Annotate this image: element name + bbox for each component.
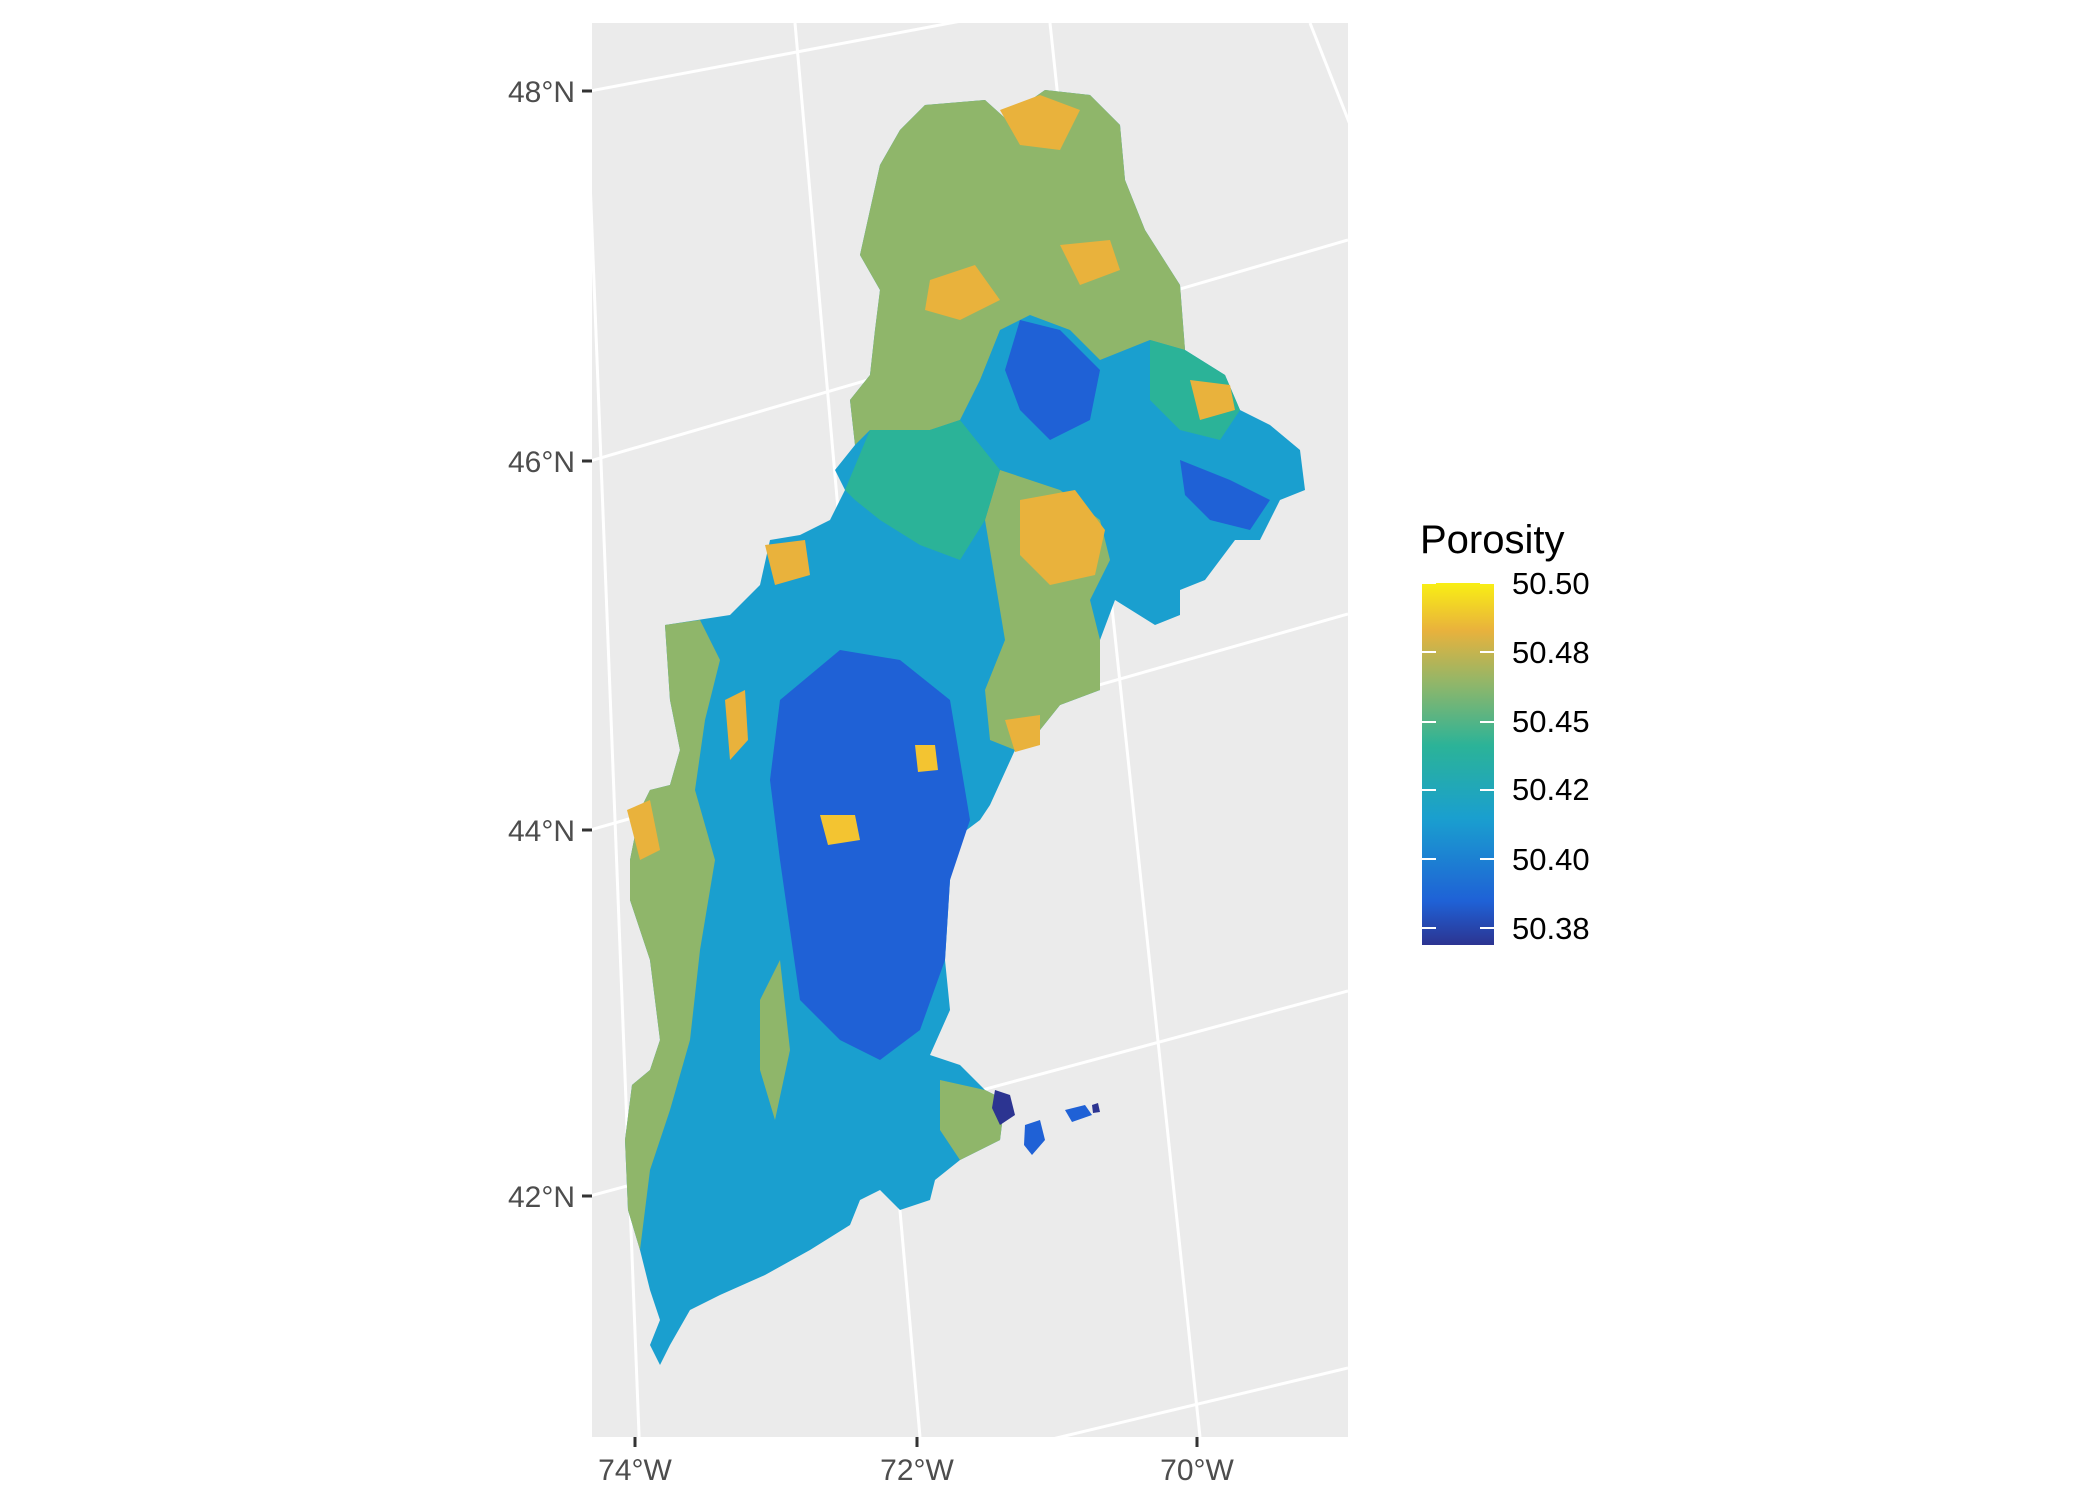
region-island-2 bbox=[1065, 1105, 1092, 1122]
region-green-east-strip bbox=[760, 960, 790, 1120]
region-green-west bbox=[625, 620, 720, 1250]
region-base bbox=[625, 90, 1305, 1365]
x-tick-label: 74°W bbox=[598, 1454, 672, 1487]
graticule-line bbox=[1054, 1366, 1348, 1437]
region-gold-west-1 bbox=[765, 540, 810, 585]
region-green-north bbox=[850, 90, 1185, 445]
porosity-region bbox=[625, 90, 1305, 1365]
legend-title: Porosity bbox=[1420, 518, 1565, 562]
y-axis bbox=[582, 89, 592, 1198]
legend-label: 50.50 bbox=[1512, 566, 1590, 601]
region-blue-northeast bbox=[1005, 320, 1100, 440]
x-tick-label: 72°W bbox=[880, 1454, 954, 1487]
graticule-line bbox=[592, 23, 959, 93]
region-teal-band bbox=[845, 420, 1000, 560]
y-tick-label: 46°N bbox=[508, 446, 575, 479]
legend-label: 50.42 bbox=[1512, 772, 1590, 807]
region-gold-west-2 bbox=[627, 800, 660, 860]
region-gold-coast bbox=[1005, 715, 1040, 752]
y-tick-label: 44°N bbox=[508, 815, 575, 848]
region-gold-ne bbox=[1190, 380, 1235, 420]
region-gold-spot-1 bbox=[820, 815, 860, 845]
region-gold-north-3 bbox=[1060, 240, 1120, 285]
legend-label: 50.45 bbox=[1512, 704, 1590, 739]
legend-colorbar bbox=[1422, 583, 1494, 945]
legend-label: 50.40 bbox=[1512, 842, 1590, 877]
y-tick-label: 42°N bbox=[508, 1181, 575, 1214]
legend-label: 50.38 bbox=[1512, 911, 1590, 946]
region-island-3 bbox=[1092, 1103, 1100, 1113]
region-blue-eastcoast bbox=[1180, 460, 1270, 530]
region-island-1 bbox=[1024, 1120, 1045, 1155]
region-gold-north-2 bbox=[925, 265, 1000, 320]
graticule-line bbox=[1308, 23, 1348, 124]
region-gold-spot-2 bbox=[915, 745, 938, 772]
region-gold-central bbox=[1020, 490, 1105, 585]
y-tick-label: 48°N bbox=[508, 76, 575, 109]
legend-label: 50.48 bbox=[1512, 635, 1590, 670]
region-gold-strip-west bbox=[725, 690, 748, 760]
x-tick-label: 70°W bbox=[1160, 1454, 1234, 1487]
x-axis bbox=[633, 1437, 1199, 1447]
graticule-line bbox=[592, 192, 641, 1437]
legend: Porosity 50.50 50.48 50.45 50.42 50.40 5… bbox=[1420, 518, 1590, 946]
region-gold-north-1 bbox=[1000, 95, 1080, 150]
region-green-patch bbox=[940, 1080, 1005, 1160]
region-dark-blue-cape bbox=[992, 1090, 1015, 1125]
